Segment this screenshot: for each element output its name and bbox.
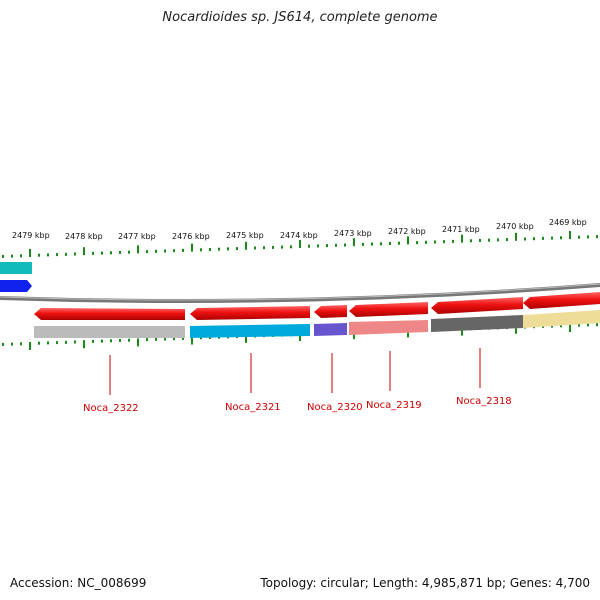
ruler-label: 2472 kbp: [388, 227, 426, 236]
edge-feature-teal[interactable]: [0, 262, 32, 274]
gene-label-noca-2319[interactable]: Noca_2319: [366, 400, 422, 411]
ruler-label: 2470 kbp: [496, 222, 534, 231]
gene-arrow-noca-2320[interactable]: [314, 305, 347, 318]
gene-label-noca-2322[interactable]: Noca_2322: [83, 403, 139, 414]
ruler-label: 2478 kbp: [65, 232, 103, 241]
gene-arrow-noca-2318[interactable]: [431, 297, 523, 314]
feature-band-noca-2321[interactable]: [190, 324, 310, 338]
gene-label-noca-2321[interactable]: Noca_2321: [225, 402, 281, 413]
ruler-label: 2479 kbp: [12, 231, 50, 240]
gene-arrow-noca-2321[interactable]: [190, 306, 310, 320]
ruler-ticks-top: [2, 231, 598, 258]
gene-label-noca-2320[interactable]: Noca_2320: [307, 402, 363, 413]
feature-band-unnamed[interactable]: [523, 310, 600, 328]
feature-band-noca-2318[interactable]: [431, 315, 523, 332]
ruler-label: 2475 kbp: [226, 231, 264, 240]
ruler-label: 2476 kbp: [172, 232, 210, 241]
gene-arrow-noca-2319[interactable]: [349, 302, 428, 317]
gene-arrow-noca-2322[interactable]: [34, 308, 185, 320]
feature-band-noca-2319[interactable]: [349, 320, 428, 335]
edge-feature-blue[interactable]: [0, 280, 32, 292]
page-title: Nocardioides sp. JS614, complete genome: [162, 10, 438, 25]
feature-band-noca-2322[interactable]: [34, 326, 185, 338]
ruler-label: 2473 kbp: [334, 229, 372, 238]
genome-backbone: [0, 283, 600, 304]
genome-summary-text: Topology: circular; Length: 4,985,871 bp…: [260, 576, 590, 590]
accession-text: Accession: NC_008699: [10, 576, 147, 590]
ruler-label: 2474 kbp: [280, 231, 318, 240]
feature-band-noca-2320[interactable]: [314, 323, 347, 336]
gene-label-noca-2318[interactable]: Noca_2318: [456, 396, 512, 407]
ruler-label: 2471 kbp: [442, 225, 480, 234]
ruler-label: 2477 kbp: [118, 232, 156, 241]
gene-arrow-unnamed[interactable]: [523, 292, 600, 309]
ruler-label: 2469 kbp: [549, 218, 587, 227]
